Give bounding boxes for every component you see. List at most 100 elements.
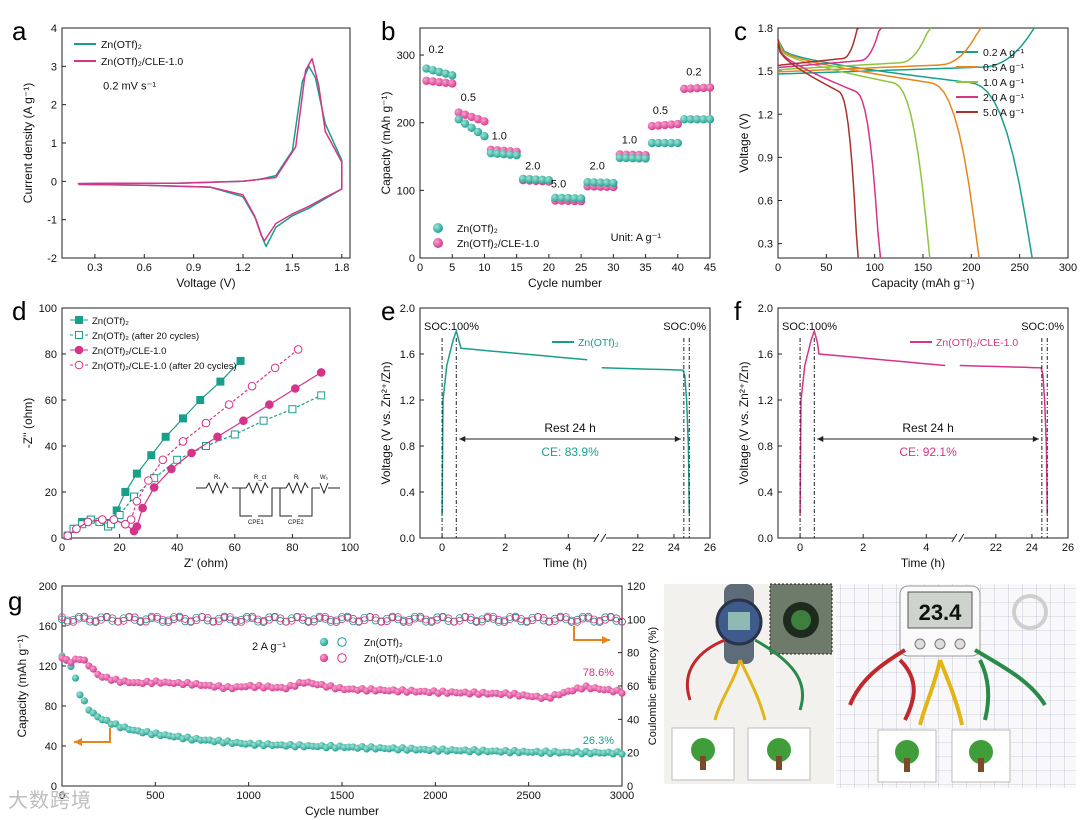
ce-point [270,612,279,621]
eis-point [167,464,176,474]
ce-point [192,613,201,622]
thermometer-screen [907,591,973,629]
rate-point-zn [499,149,508,159]
capacity-point [89,665,97,673]
rate-point-zn [480,132,489,141]
ce-point [326,617,335,626]
y-tick-label: 0 [409,253,415,265]
y-tick-label: 0.0 [400,533,415,545]
ce-point [562,613,570,622]
scan-rate-annotation: 0.2 mV s⁻¹ [103,80,156,92]
legend-label: Zn(OTf)₂ [578,337,619,349]
x-tick-label: 150 [914,262,932,274]
rate-point-cle [647,121,657,131]
plot-frame [419,27,711,259]
arrowhead-right [602,636,610,644]
ce-point [242,614,251,623]
rate-point-zn [551,193,560,202]
rate-point-zn [454,115,463,124]
panel-i-photo: 23.4 [836,584,1076,788]
rate-point-zn [641,154,650,163]
y2-axis-label: Coulombic efficency (%) [647,627,659,745]
x-axis-label: Cycle number [305,804,379,818]
ce-point [590,617,598,626]
ce-point [231,616,240,625]
y-axis-label: Voltage (V) [737,113,751,172]
soc-end-label: SOC:0% [663,321,706,333]
eis-point [121,488,130,496]
axis-direction-arrow-right [573,626,610,641]
y-tick-label: 0.9 [758,152,773,164]
ce-point [422,617,430,626]
y-tick-label: 80 [45,349,57,361]
eis-point [132,496,142,506]
ce-point [427,618,436,626]
rate-point-zn [692,115,702,124]
legend-label: Zn(OTf)₂/CLE-1.0 [457,238,539,250]
rate-point-zn [531,175,541,184]
x-tick-label: 24 [668,542,680,554]
ce-point [119,614,128,623]
ce-point [130,613,139,622]
plot-frame [419,307,711,539]
eis-point [230,430,239,439]
unit-annotation: Unit: A g⁻¹ [611,232,662,244]
soc-start-label: SOC:100% [782,321,837,333]
capacity-point [80,656,88,664]
ce-point [276,617,285,625]
eis-point [293,345,303,354]
eis-point [173,455,182,464]
eis-point [132,469,141,478]
legend-marker [75,331,83,339]
ce-point [338,615,346,624]
rate-point-zn [544,176,554,185]
y-tick-label: 300 [397,50,415,62]
rate-annotation: 1.0 [622,135,637,147]
ce-point [293,613,302,622]
legend-label: Zn(OTf)₂ [364,638,403,649]
axis-break-mark [958,533,965,543]
ce-point [147,614,156,623]
legend-label: 2.0 A g⁻¹ [983,92,1025,104]
y2-tick-label: 80 [627,648,639,660]
rate-annotation: 2 A g⁻¹ [252,641,286,653]
rate-point-cle [441,78,450,87]
ce-point [371,616,380,625]
rate-point-zn [596,178,605,187]
x-tick-label: 5 [449,262,455,274]
legend-label: Zn(OTf)₂/CLE-1.0 [92,346,166,357]
y-tick-label: 2 [51,100,57,112]
legend-swatch-open [337,653,347,663]
soc-start-label: SOC:100% [424,321,479,333]
ce-point [422,615,430,624]
ce-point [209,617,218,626]
ce-point [517,617,526,626]
x-tick-label: 0 [59,542,65,554]
ce-point [360,616,369,625]
panel-label-e: e [381,296,395,326]
rate-annotation: 1.0 [492,131,507,143]
red-wire [685,638,726,701]
y-tick-label: 4 [51,23,57,35]
ce-point [612,614,621,623]
legend-marker [74,360,84,370]
x-tick-label: 100 [865,262,883,274]
ce-point [601,613,610,622]
y-tick-label: 40 [45,441,57,453]
soc-end-label: SOC:0% [1021,321,1064,333]
rate-point-zn [705,115,715,124]
x-tick-label: 80 [286,542,298,554]
ce-point [74,612,83,621]
y-tick-label: 0.8 [400,441,415,453]
y2-tick-label: 120 [627,581,645,593]
eis-point [216,377,225,386]
legend-label: Zn(OTf)₂/CLE-1.0 (after 20 cycles) [92,361,237,372]
x-tick-label: 22 [632,542,644,554]
y-axis-label: -Z'' (ohm) [21,398,35,449]
rate-annotation: 0.5 [653,105,668,117]
rate-point-zn [460,119,470,128]
yellow-wire [713,659,742,721]
ce-point [506,613,514,621]
y-tick-label: 0 [51,781,57,793]
